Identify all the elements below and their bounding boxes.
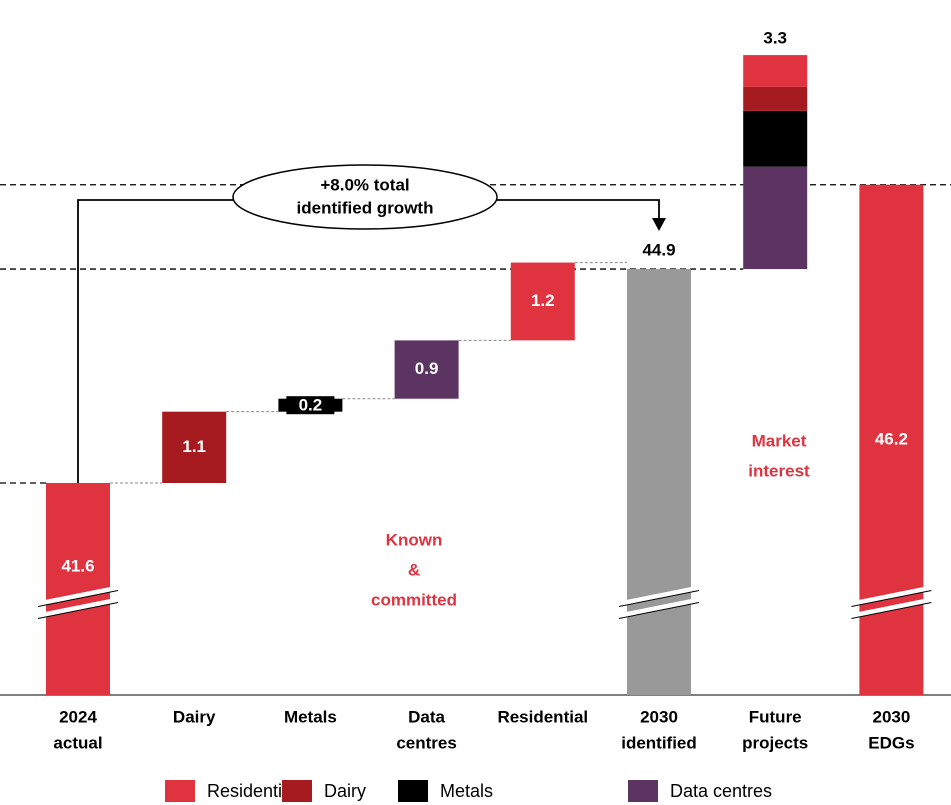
x-tick-label: actual <box>53 733 102 752</box>
x-tick-label: Residential <box>497 707 588 726</box>
legend-swatch <box>282 780 312 802</box>
value-label: 41.6 <box>61 556 94 575</box>
axis-break <box>850 597 932 619</box>
legend-label: Dairy <box>324 781 366 801</box>
annotation-bubble <box>232 164 498 230</box>
axis-break <box>37 602 119 619</box>
value-label: 46.2 <box>875 429 908 448</box>
axis-break <box>618 602 700 619</box>
axis-break <box>37 590 119 607</box>
x-tick-label: 2030 <box>872 707 910 726</box>
stack-segment <box>743 166 808 270</box>
legend-swatch <box>628 780 658 802</box>
legend-label: Data centres <box>670 781 772 801</box>
value-label: 0.9 <box>415 359 439 378</box>
legend-swatch <box>165 780 195 802</box>
label-box <box>286 396 335 415</box>
annotation: +8.0% total <box>320 175 409 194</box>
x-tick-label: Data <box>408 707 445 726</box>
legend-label: Metals <box>440 781 493 801</box>
x-tick-label: Future <box>749 707 802 726</box>
annotation: interest <box>748 461 810 480</box>
axis-break <box>618 590 700 607</box>
annotation: Market <box>752 431 807 450</box>
annotation: identified growth <box>297 198 434 217</box>
value-label: 0.2 <box>299 396 323 415</box>
axis-break <box>618 597 700 619</box>
annotation: Known <box>386 530 443 549</box>
x-tick-label: 2030 <box>640 707 678 726</box>
axis-break <box>37 585 119 607</box>
stack-segment <box>743 55 808 87</box>
value-label: 1.1 <box>182 437 206 456</box>
bar <box>162 411 227 483</box>
axis-break <box>851 602 932 619</box>
x-tick-label: projects <box>742 733 808 752</box>
axis-break <box>618 585 700 607</box>
value-label: 1.2 <box>531 291 555 310</box>
legend-label: Residential <box>207 781 296 801</box>
x-tick-label: 2024 <box>59 707 97 726</box>
x-tick-label: identified <box>621 733 697 752</box>
stack-total-label: 3.3 <box>763 29 787 48</box>
value-label: 44.9 <box>642 241 675 260</box>
legend-swatch <box>398 780 428 802</box>
axis-break <box>37 597 119 619</box>
axis-break <box>850 585 932 607</box>
x-tick-label: EDGs <box>868 733 914 752</box>
x-tick-label: Metals <box>284 707 337 726</box>
bar <box>510 262 575 341</box>
x-tick-label: centres <box>396 733 456 752</box>
annotation: & <box>408 560 420 579</box>
arrow-head <box>652 218 666 231</box>
bar <box>627 269 691 695</box>
stack-segment <box>743 110 808 167</box>
bar <box>46 482 110 695</box>
annotation: committed <box>371 590 457 609</box>
bar <box>394 340 459 399</box>
axis-break <box>851 590 932 607</box>
x-tick-label: Dairy <box>173 707 216 726</box>
stack-segment <box>743 86 808 111</box>
